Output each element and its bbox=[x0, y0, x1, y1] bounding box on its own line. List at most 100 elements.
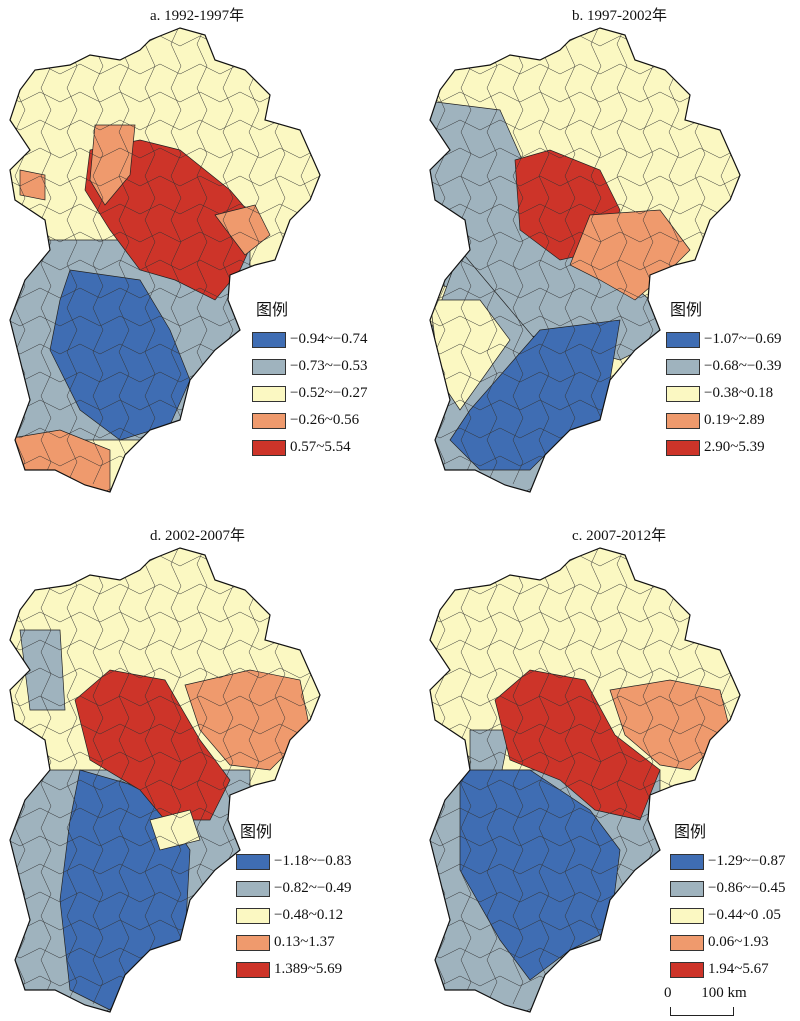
county-boundary bbox=[486, 28, 498, 485]
county-region bbox=[84, 139, 261, 301]
scale-end: 100 km bbox=[701, 985, 747, 1001]
legend-d: 图例 −1.18~−0.83 −0.82~−0.49 −0.48~0.12 0.13~1… bbox=[236, 818, 352, 983]
legend-swatch bbox=[236, 880, 270, 897]
legend-swatch bbox=[670, 907, 704, 924]
county-boundary bbox=[66, 28, 78, 485]
legend-swatch bbox=[670, 853, 704, 870]
county-boundary bbox=[66, 548, 78, 1005]
legend-item: 0.06~1.93 bbox=[670, 929, 786, 956]
scale-bar-line bbox=[670, 1007, 734, 1016]
legend-item: −0.86~−0.45 bbox=[670, 875, 786, 902]
county-boundary bbox=[10, 175, 320, 187]
panel-a-title: a. 1992-1997年 bbox=[150, 8, 245, 24]
legend-item: −0.68~−0.39 bbox=[666, 353, 782, 380]
county-boundary bbox=[512, 548, 524, 1005]
county-boundary bbox=[170, 28, 182, 485]
legend-item: −0.73~−0.53 bbox=[252, 353, 368, 380]
county-boundary bbox=[92, 548, 104, 1005]
legend-swatch bbox=[252, 358, 286, 375]
legend-label: −0.82~−0.49 bbox=[274, 880, 352, 896]
county-boundary bbox=[590, 28, 602, 485]
legend-item: −0.38~0.18 bbox=[666, 380, 782, 407]
legend-label: −0.73~−0.53 bbox=[290, 358, 368, 374]
legend-swatch bbox=[666, 412, 700, 429]
county-boundary bbox=[430, 723, 740, 735]
legend-item: 0.57~5.54 bbox=[252, 434, 368, 461]
legend-label: −0.52~−0.27 bbox=[290, 385, 368, 401]
county-boundary bbox=[430, 695, 740, 707]
legend-item: −0.94~−0.74 bbox=[252, 326, 368, 353]
legend-heading: 图例 bbox=[670, 300, 703, 319]
county-boundary bbox=[460, 548, 472, 1005]
legend-a: 图例 −0.94~−0.74 −0.73~−0.53 −0.52~−0.27 −0.26… bbox=[252, 296, 368, 461]
county-boundary bbox=[430, 175, 740, 187]
county-boundary bbox=[40, 548, 52, 1005]
legend-c: 图例 −1.29~−0.87 −0.86~−0.45 −0.44~0 .05 0.06~… bbox=[670, 818, 786, 983]
county-boundary bbox=[10, 723, 320, 735]
county-boundary bbox=[430, 203, 740, 215]
legend-swatch bbox=[236, 934, 270, 951]
county-boundary bbox=[430, 483, 740, 492]
region-outline bbox=[9, 547, 321, 1013]
legend-swatch bbox=[236, 853, 270, 870]
legend-swatch bbox=[670, 961, 704, 978]
legend-label: 2.90~5.39 bbox=[704, 439, 765, 455]
legend-swatch bbox=[670, 880, 704, 897]
county-boundary bbox=[10, 695, 320, 707]
county-boundary bbox=[10, 231, 320, 243]
county-boundary bbox=[40, 28, 52, 485]
legend-heading: 图例 bbox=[256, 300, 289, 319]
county-boundary bbox=[14, 28, 26, 485]
region-outline bbox=[429, 547, 741, 1013]
county-boundary bbox=[10, 203, 320, 215]
legend-label: −0.38~0.18 bbox=[704, 385, 774, 401]
legend-label: 1.389~5.69 bbox=[274, 961, 343, 977]
county-boundary bbox=[144, 548, 156, 1005]
legend-swatch bbox=[252, 412, 286, 429]
county-boundary bbox=[10, 667, 320, 679]
county-boundary bbox=[10, 1003, 320, 1012]
legend-item: −1.07~−0.69 bbox=[666, 326, 782, 353]
panel-b-title: b. 1997-2002年 bbox=[572, 8, 667, 24]
county-boundary bbox=[430, 751, 740, 763]
legend-swatch bbox=[670, 934, 704, 951]
legend-item: −1.18~−0.83 bbox=[236, 848, 352, 875]
legend-item: −0.82~−0.49 bbox=[236, 875, 352, 902]
legend-swatch bbox=[252, 439, 286, 456]
panel-d-title: d. 2002-2007年 bbox=[150, 528, 245, 544]
legend-heading: 图例 bbox=[674, 822, 707, 841]
legend-heading: 图例 bbox=[240, 822, 273, 841]
legend-swatch bbox=[666, 358, 700, 375]
legend-swatch bbox=[252, 385, 286, 402]
legend-label: −0.48~0.12 bbox=[274, 907, 344, 923]
county-boundary bbox=[564, 28, 576, 485]
legend-item: 0.13~1.37 bbox=[236, 929, 352, 956]
legend-label: −1.18~−0.83 bbox=[274, 853, 352, 869]
legend-item: 1.389~5.69 bbox=[236, 956, 352, 983]
county-region bbox=[214, 204, 271, 256]
legend-label: −1.07~−0.69 bbox=[704, 331, 782, 347]
county-boundary bbox=[14, 548, 26, 1005]
county-boundary bbox=[10, 147, 320, 159]
legend-item: −0.48~0.12 bbox=[236, 902, 352, 929]
legend-label: −0.26~0.56 bbox=[290, 412, 360, 428]
legend-item: −0.26~0.56 bbox=[252, 407, 368, 434]
legend-label: −1.29~−0.87 bbox=[708, 853, 786, 869]
county-boundary bbox=[590, 548, 602, 1005]
legend-item: 1.94~5.67 bbox=[670, 956, 786, 983]
legend-swatch bbox=[666, 385, 700, 402]
county-region bbox=[19, 629, 66, 711]
region-outline bbox=[9, 27, 321, 493]
legend-label: 0.19~2.89 bbox=[704, 412, 765, 428]
county-boundary bbox=[430, 231, 740, 243]
legend-swatch bbox=[666, 331, 700, 348]
county-boundary bbox=[118, 548, 130, 1005]
county-boundary bbox=[430, 147, 740, 159]
county-boundary bbox=[170, 548, 182, 1005]
county-region bbox=[89, 124, 136, 206]
legend-label: 0.57~5.54 bbox=[290, 439, 351, 455]
county-boundary bbox=[434, 548, 446, 1005]
county-boundary bbox=[564, 548, 576, 1005]
